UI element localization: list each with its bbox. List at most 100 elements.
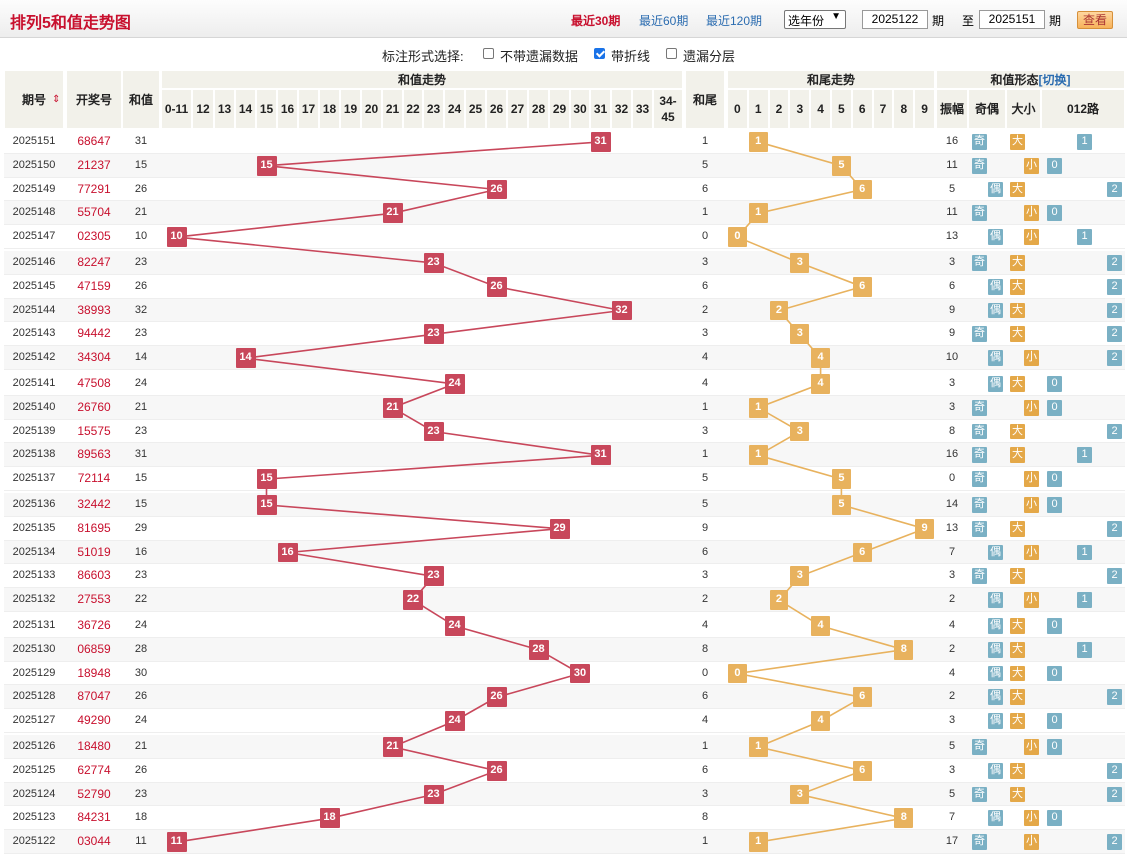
- big-tag: 大: [1010, 255, 1025, 271]
- issue-cell: 2025136: [12, 498, 56, 510]
- draw-number-cell: 06859: [77, 641, 111, 656]
- sum-value-header: 27: [507, 89, 528, 129]
- tail-cell: 8: [701, 642, 709, 655]
- amplitude-cell: 16: [945, 135, 959, 147]
- route-tag: 0: [1047, 376, 1062, 392]
- tail-mark: 1: [748, 832, 768, 852]
- draw-number-cell: 03044: [77, 834, 111, 849]
- small-tag: 小: [1024, 739, 1039, 755]
- year-select[interactable]: 选年份 ▼: [784, 10, 846, 29]
- small-tag: 小: [1024, 399, 1039, 416]
- issue-cell: 2025124: [12, 787, 56, 800]
- amplitude-cell: 14: [945, 498, 959, 510]
- route-tag: 2: [1107, 834, 1122, 850]
- issue-column-header[interactable]: 期号: [4, 70, 64, 129]
- small-tag: 小: [1024, 157, 1039, 174]
- page-title: 排列5和值走势图: [10, 15, 131, 32]
- option-checkbox-polyline[interactable]: [594, 48, 605, 59]
- range-link-60[interactable]: 最近60期: [639, 14, 689, 28]
- even-tag: 偶: [988, 181, 1003, 198]
- draw-number-cell: 21237: [77, 157, 111, 172]
- big-tag: 大: [1010, 278, 1025, 295]
- amplitude-cell: 3: [948, 256, 956, 268]
- to-label: 至: [962, 14, 975, 28]
- sum-mark: 31: [590, 445, 611, 466]
- odd-tag: 奇: [972, 399, 987, 416]
- small-tag: 小: [1024, 350, 1039, 366]
- sum-mark: 32: [611, 300, 632, 321]
- odd-tag: 奇: [972, 786, 987, 803]
- tail-mark: 6: [852, 687, 872, 708]
- tail-cell: 5: [701, 158, 709, 171]
- tail-digit-header: 4: [810, 89, 831, 129]
- issue-cell: 2025141: [12, 377, 56, 389]
- tail-cell: 4: [701, 377, 709, 389]
- big-tag: 大: [1010, 447, 1025, 464]
- sum-cell: 26: [134, 690, 148, 703]
- tail-mark: 8: [894, 639, 914, 660]
- issue-cell: 2025125: [12, 763, 56, 776]
- option-checkbox-no-omission[interactable]: [483, 48, 494, 59]
- chevron-down-icon: ▼: [831, 11, 841, 22]
- sum-mark: 29: [549, 518, 570, 539]
- amplitude-cell: 9: [948, 303, 956, 316]
- tail-cell: 6: [701, 279, 709, 292]
- sum-cell: 24: [134, 714, 148, 727]
- issue-cell: 2025122: [12, 835, 56, 848]
- big-tag: 大: [1010, 520, 1025, 537]
- draw-number-cell: 26760: [77, 399, 111, 414]
- tail-cell: 1: [701, 740, 709, 752]
- sum-cell: 23: [134, 569, 148, 582]
- big-tag: 大: [1010, 181, 1025, 198]
- form-sub-header: 奇偶: [968, 89, 1006, 129]
- sum-cell: 24: [134, 377, 148, 389]
- range-link-30[interactable]: 最近30期: [571, 14, 621, 28]
- issue-cell: 2025127: [12, 714, 56, 727]
- issue-cell: 2025147: [12, 230, 56, 243]
- from-issue-input[interactable]: 2025122: [862, 10, 928, 29]
- draw-number-cell: 62774: [77, 762, 111, 777]
- top-toolbar: 排列5和值走势图 最近30期 最近60期 最近120期 选年份 ▼ 2025122…: [0, 0, 1127, 38]
- big-tag: 大: [1010, 423, 1025, 440]
- sum-value-header: 32: [611, 89, 632, 129]
- draw-number-cell: 32442: [77, 497, 111, 511]
- draw-number-cell: 86603: [77, 568, 111, 583]
- sum-cell: 21: [134, 206, 148, 219]
- tail-cell: 4: [701, 619, 709, 631]
- big-tag: 大: [1010, 713, 1025, 729]
- route-tag: 1: [1077, 229, 1092, 245]
- sum-mark: 23: [423, 784, 444, 805]
- sum-cell: 15: [134, 498, 148, 510]
- range-link-120[interactable]: 最近120期: [706, 14, 763, 28]
- option-checkbox-omission-layer[interactable]: [666, 48, 677, 59]
- tail-mark: 1: [748, 737, 768, 757]
- draw-number-cell: 34304: [77, 350, 111, 365]
- odd-tag: 奇: [972, 568, 987, 585]
- tail-mark: 5: [832, 495, 851, 515]
- sum-cell: 15: [134, 158, 148, 171]
- sum-mark: 16: [277, 542, 298, 563]
- route-tag: 0: [1047, 618, 1062, 634]
- odd-tag: 奇: [972, 157, 987, 174]
- tail-mark: 6: [852, 179, 872, 200]
- odd-tag: 奇: [972, 497, 987, 513]
- odd-tag: 奇: [972, 326, 987, 343]
- amplitude-cell: 5: [948, 740, 956, 752]
- sort-icon[interactable]: ⇕: [52, 94, 60, 105]
- form-switch-link[interactable]: [切换]: [1038, 72, 1071, 87]
- to-issue-input[interactable]: 2025151: [979, 10, 1045, 29]
- route-tag: 2: [1107, 762, 1122, 779]
- amplitude-cell: 17: [945, 835, 959, 848]
- route-tag: 0: [1047, 471, 1062, 487]
- big-tag: 大: [1010, 762, 1025, 779]
- sum-mark: 22: [403, 590, 423, 610]
- view-button[interactable]: 查看: [1077, 11, 1113, 29]
- even-tag: 偶: [988, 762, 1003, 779]
- small-tag: 小: [1024, 205, 1039, 222]
- draw-number-cell: 27553: [77, 592, 111, 607]
- issue-cell: 2025144: [12, 303, 56, 316]
- big-tag: 大: [1010, 618, 1025, 634]
- issue-cell: 2025130: [12, 642, 56, 655]
- sum-cell: 23: [134, 327, 148, 340]
- even-tag: 偶: [988, 641, 1003, 658]
